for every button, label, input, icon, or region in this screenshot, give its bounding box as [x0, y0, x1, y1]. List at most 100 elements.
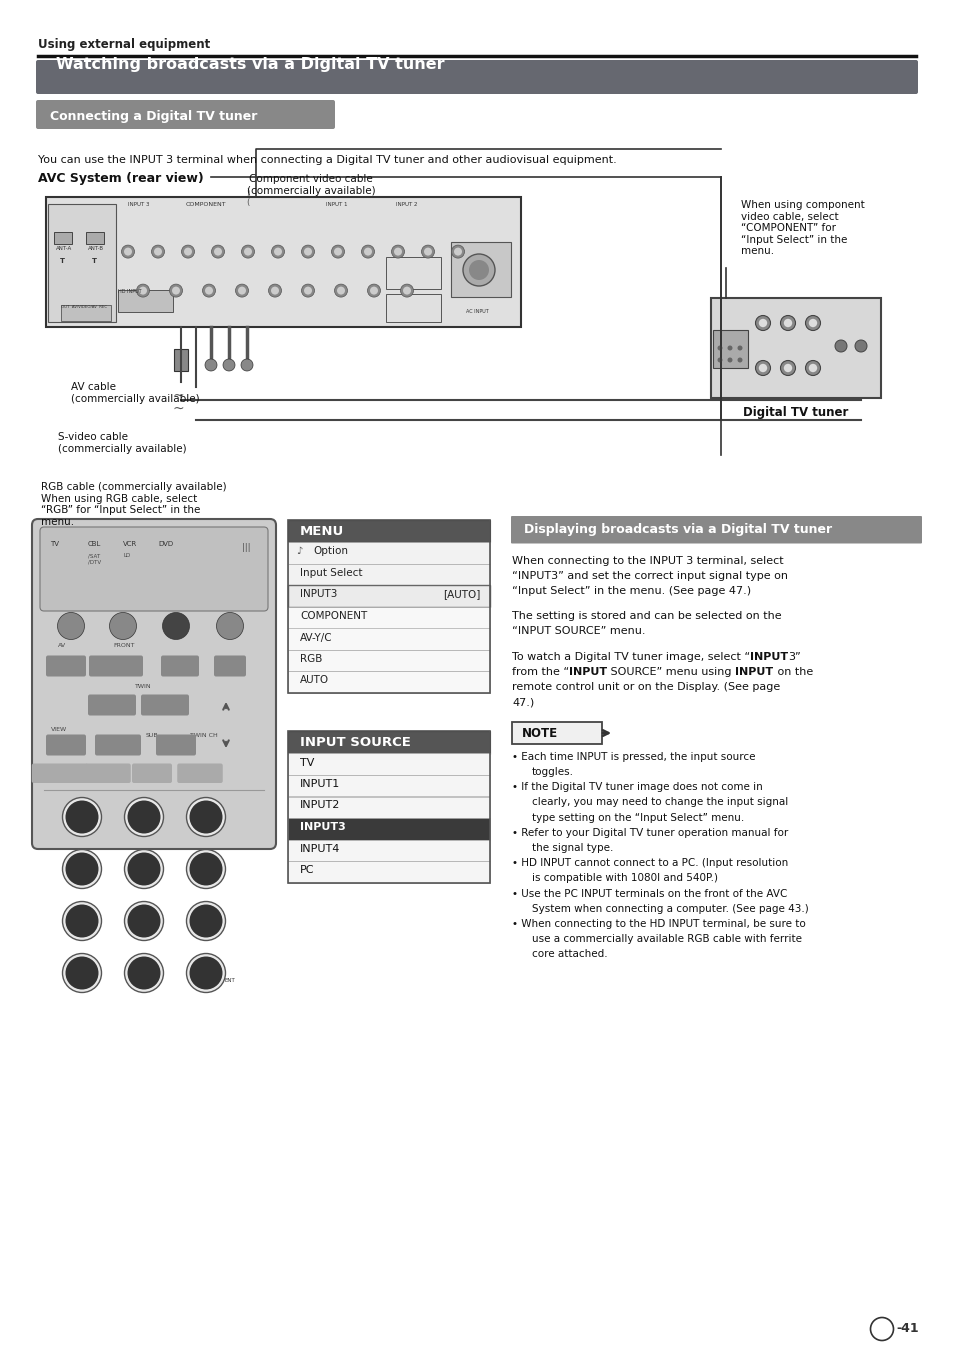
Text: clearly, you may need to change the input signal: clearly, you may need to change the inpu… [532, 797, 787, 808]
Text: HD INPUT: HD INPUT [118, 289, 141, 295]
Bar [288, 543, 490, 563]
Circle shape [128, 957, 160, 989]
Bar [288, 861, 490, 882]
Circle shape [272, 245, 284, 258]
Text: ♪: ♪ [295, 547, 302, 557]
Circle shape [331, 245, 344, 258]
Circle shape [121, 245, 134, 258]
Bar [48, 204, 116, 322]
FancyBboxPatch shape [512, 723, 601, 744]
Text: POWER: POWER [59, 624, 82, 628]
Text: MODE: MODE [58, 663, 74, 669]
Text: 100: 100 [193, 966, 217, 979]
Circle shape [737, 346, 741, 350]
Circle shape [124, 247, 132, 255]
Bar [710, 299, 880, 399]
Bar [288, 585, 490, 607]
Text: 4: 4 [76, 861, 87, 878]
Text: core attached.: core attached. [532, 950, 607, 959]
Text: INPUT: INPUT [749, 651, 787, 662]
Circle shape [367, 284, 380, 297]
Circle shape [804, 361, 820, 376]
Circle shape [186, 850, 225, 889]
Circle shape [202, 284, 215, 297]
Text: ANT-B: ANT-B [88, 246, 104, 251]
Bar [288, 520, 490, 543]
Text: remote control unit or on the Display. (See page: remote control unit or on the Display. (… [512, 682, 780, 692]
Text: INPUT: INPUT [167, 624, 185, 628]
Text: 9: 9 [200, 912, 211, 929]
Text: INPUT: INPUT [735, 666, 773, 677]
Text: INPUT SOURCE: INPUT SOURCE [299, 736, 411, 748]
Circle shape [162, 612, 190, 639]
Circle shape [66, 905, 98, 938]
Circle shape [758, 319, 766, 327]
Circle shape [63, 797, 101, 836]
FancyBboxPatch shape [511, 516, 921, 543]
FancyBboxPatch shape [132, 763, 172, 784]
FancyBboxPatch shape [95, 735, 141, 755]
Circle shape [869, 1317, 893, 1340]
Circle shape [181, 245, 194, 258]
Circle shape [212, 245, 224, 258]
Circle shape [304, 286, 312, 295]
Circle shape [780, 361, 795, 376]
Text: /SAT: /SAT [88, 553, 100, 558]
Text: S-video cable
(commercially available): S-video cable (commercially available) [58, 432, 187, 454]
Text: 6: 6 [200, 861, 211, 878]
Text: from the “: from the “ [512, 666, 569, 677]
Text: ~: ~ [172, 389, 185, 403]
Text: FRONT: FRONT [112, 643, 134, 648]
Circle shape [727, 346, 732, 350]
Text: INPUT 2: INPUT 2 [395, 203, 417, 207]
Text: AC INPUT: AC INPUT [465, 309, 488, 313]
Circle shape [737, 358, 741, 362]
Text: EDIT: EDIT [146, 770, 158, 775]
Circle shape [301, 245, 314, 258]
Circle shape [854, 340, 866, 353]
Circle shape [268, 284, 281, 297]
Text: 47.): 47.) [512, 697, 534, 707]
Text: NOTE: NOTE [521, 727, 558, 739]
Text: • When connecting to the HD INPUT terminal, be sure to: • When connecting to the HD INPUT termin… [512, 919, 805, 929]
Circle shape [421, 245, 434, 258]
Text: INPUT: INPUT [168, 743, 184, 747]
Text: COMPONENT: COMPONENT [299, 611, 367, 621]
Text: ·: · [79, 965, 85, 982]
Text: ☀: ☀ [226, 621, 233, 631]
Circle shape [186, 797, 225, 836]
Text: /DTV: /DTV [88, 561, 101, 565]
FancyBboxPatch shape [156, 735, 195, 755]
Text: T: T [91, 258, 97, 263]
Bar [288, 817, 490, 839]
Text: Connecting a Digital TV tuner: Connecting a Digital TV tuner [50, 109, 257, 123]
Text: VCR: VCR [123, 540, 137, 547]
Text: INPUT 3: INPUT 3 [128, 203, 150, 207]
Text: LD: LD [124, 553, 132, 558]
Circle shape [66, 852, 98, 885]
Text: ANT-A: ANT-A [56, 246, 72, 251]
Bar [46, 197, 520, 327]
Text: System when connecting a computer. (See page 43.): System when connecting a computer. (See … [532, 904, 808, 913]
Bar [118, 290, 172, 312]
Circle shape [271, 286, 278, 295]
Circle shape [125, 954, 163, 993]
Text: -41: -41 [895, 1323, 918, 1336]
Circle shape [451, 245, 464, 258]
Circle shape [125, 901, 163, 940]
Circle shape [186, 901, 225, 940]
Circle shape [153, 247, 162, 255]
Bar [54, 232, 71, 245]
FancyBboxPatch shape [32, 519, 275, 848]
FancyBboxPatch shape [141, 694, 189, 716]
Circle shape [139, 286, 147, 295]
Circle shape [334, 247, 341, 255]
Circle shape [237, 286, 246, 295]
Text: MTS: MTS [174, 663, 186, 669]
Text: on the: on the [773, 666, 812, 677]
Circle shape [361, 245, 375, 258]
Circle shape [783, 363, 791, 372]
Text: MODE: MODE [58, 743, 74, 747]
Text: VIEW: VIEW [51, 727, 67, 732]
Text: SLEEP: SLEEP [100, 770, 116, 775]
